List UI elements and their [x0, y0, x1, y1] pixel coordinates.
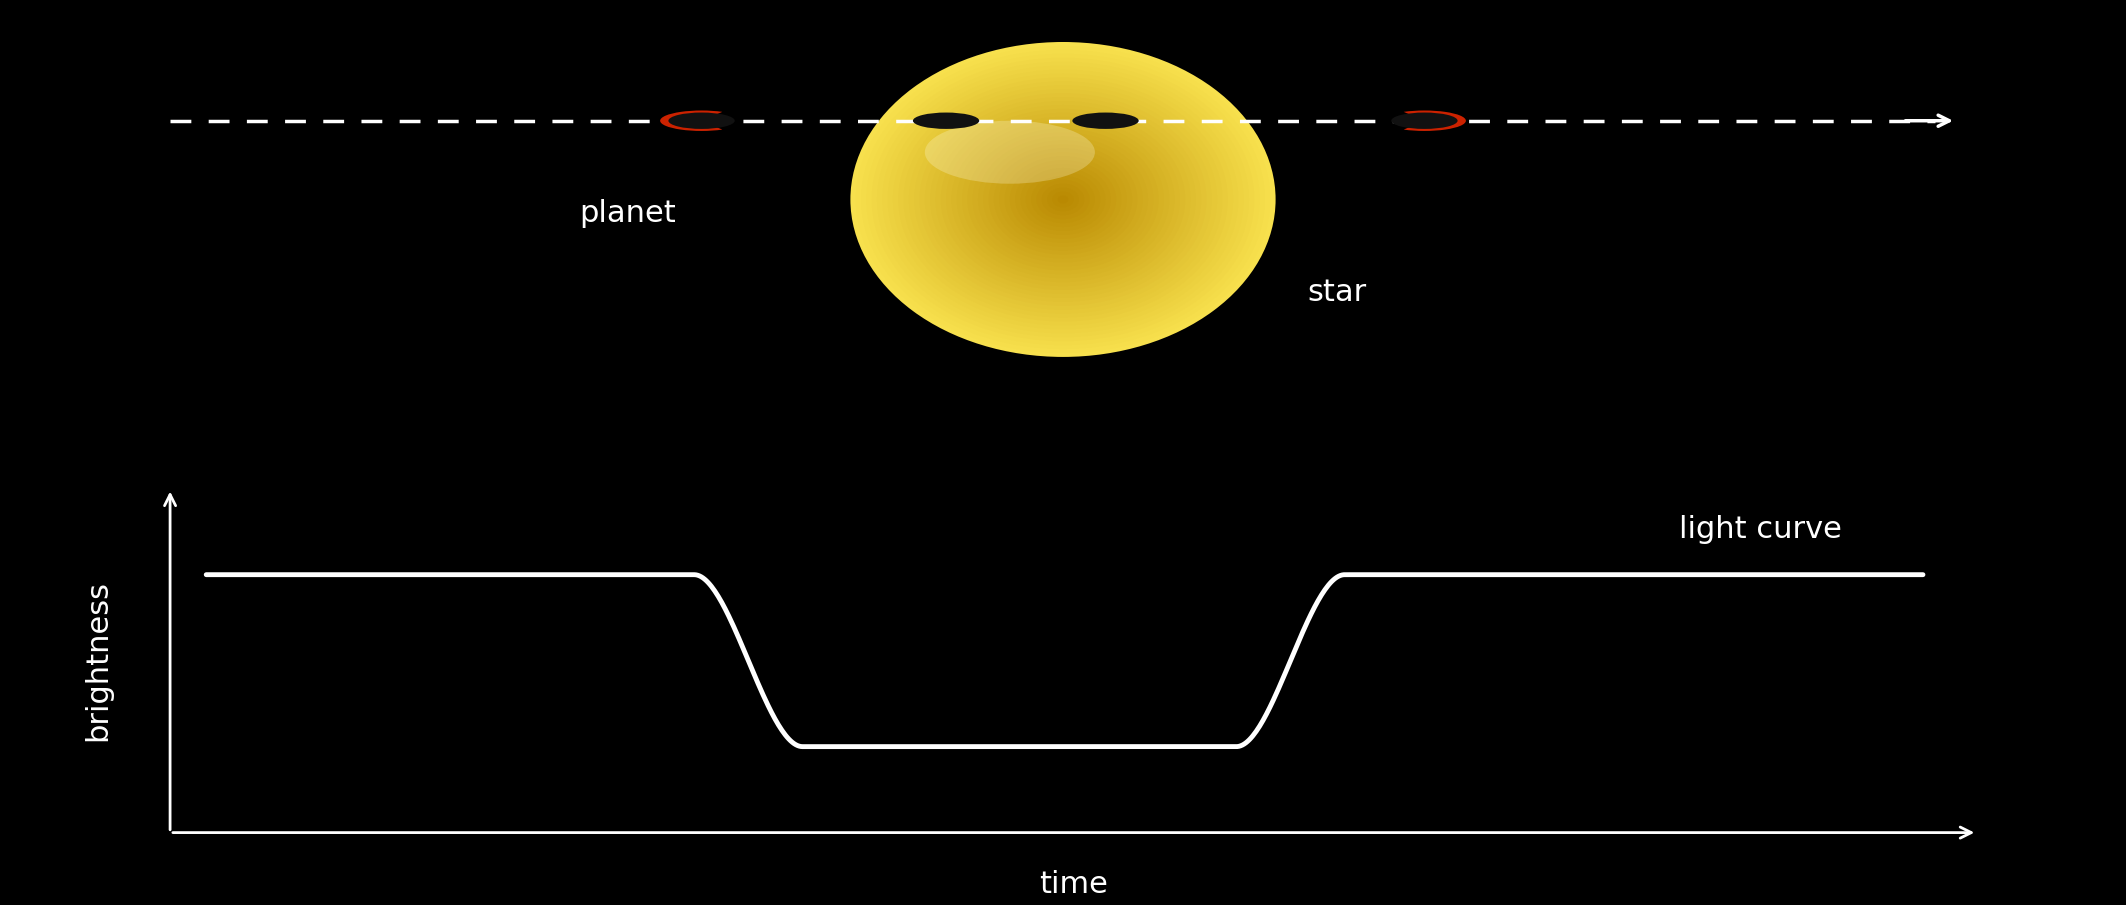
Ellipse shape — [882, 66, 1244, 333]
Ellipse shape — [974, 132, 1152, 266]
Ellipse shape — [1010, 160, 1116, 239]
Ellipse shape — [999, 152, 1127, 247]
Ellipse shape — [1042, 184, 1084, 215]
Ellipse shape — [967, 129, 1159, 271]
Wedge shape — [1403, 110, 1467, 131]
Ellipse shape — [899, 78, 1229, 321]
Ellipse shape — [978, 137, 1148, 262]
Text: planet: planet — [578, 199, 676, 228]
Circle shape — [912, 112, 980, 129]
Ellipse shape — [1048, 187, 1078, 211]
Ellipse shape — [940, 109, 1186, 290]
Ellipse shape — [1016, 164, 1112, 235]
Ellipse shape — [989, 145, 1137, 254]
Ellipse shape — [1031, 176, 1095, 224]
Ellipse shape — [935, 105, 1191, 294]
Circle shape — [1072, 112, 1140, 129]
Ellipse shape — [867, 53, 1259, 345]
Circle shape — [668, 112, 736, 129]
Ellipse shape — [855, 46, 1271, 353]
Ellipse shape — [961, 125, 1165, 274]
Text: brightness: brightness — [83, 580, 113, 741]
Ellipse shape — [1020, 168, 1106, 231]
Text: light curve: light curve — [1680, 516, 1841, 545]
Ellipse shape — [931, 101, 1195, 298]
Ellipse shape — [952, 117, 1174, 282]
Ellipse shape — [872, 58, 1254, 341]
Ellipse shape — [925, 120, 1095, 184]
Wedge shape — [661, 110, 723, 131]
Ellipse shape — [946, 113, 1180, 286]
Ellipse shape — [876, 62, 1250, 338]
Ellipse shape — [850, 42, 1276, 357]
Ellipse shape — [861, 50, 1265, 349]
Ellipse shape — [914, 90, 1212, 310]
Ellipse shape — [918, 93, 1208, 306]
Ellipse shape — [925, 97, 1201, 302]
Ellipse shape — [1059, 195, 1069, 204]
Ellipse shape — [995, 148, 1133, 251]
Ellipse shape — [957, 120, 1169, 278]
Text: star: star — [1307, 278, 1367, 307]
Circle shape — [1390, 112, 1458, 129]
Ellipse shape — [1052, 192, 1074, 207]
Text: time: time — [1040, 870, 1108, 899]
Ellipse shape — [910, 85, 1216, 314]
Ellipse shape — [982, 140, 1144, 259]
Ellipse shape — [889, 70, 1237, 329]
Ellipse shape — [904, 81, 1222, 318]
Ellipse shape — [1003, 157, 1123, 243]
Ellipse shape — [1027, 172, 1101, 227]
Ellipse shape — [1037, 180, 1091, 219]
Ellipse shape — [893, 73, 1233, 326]
